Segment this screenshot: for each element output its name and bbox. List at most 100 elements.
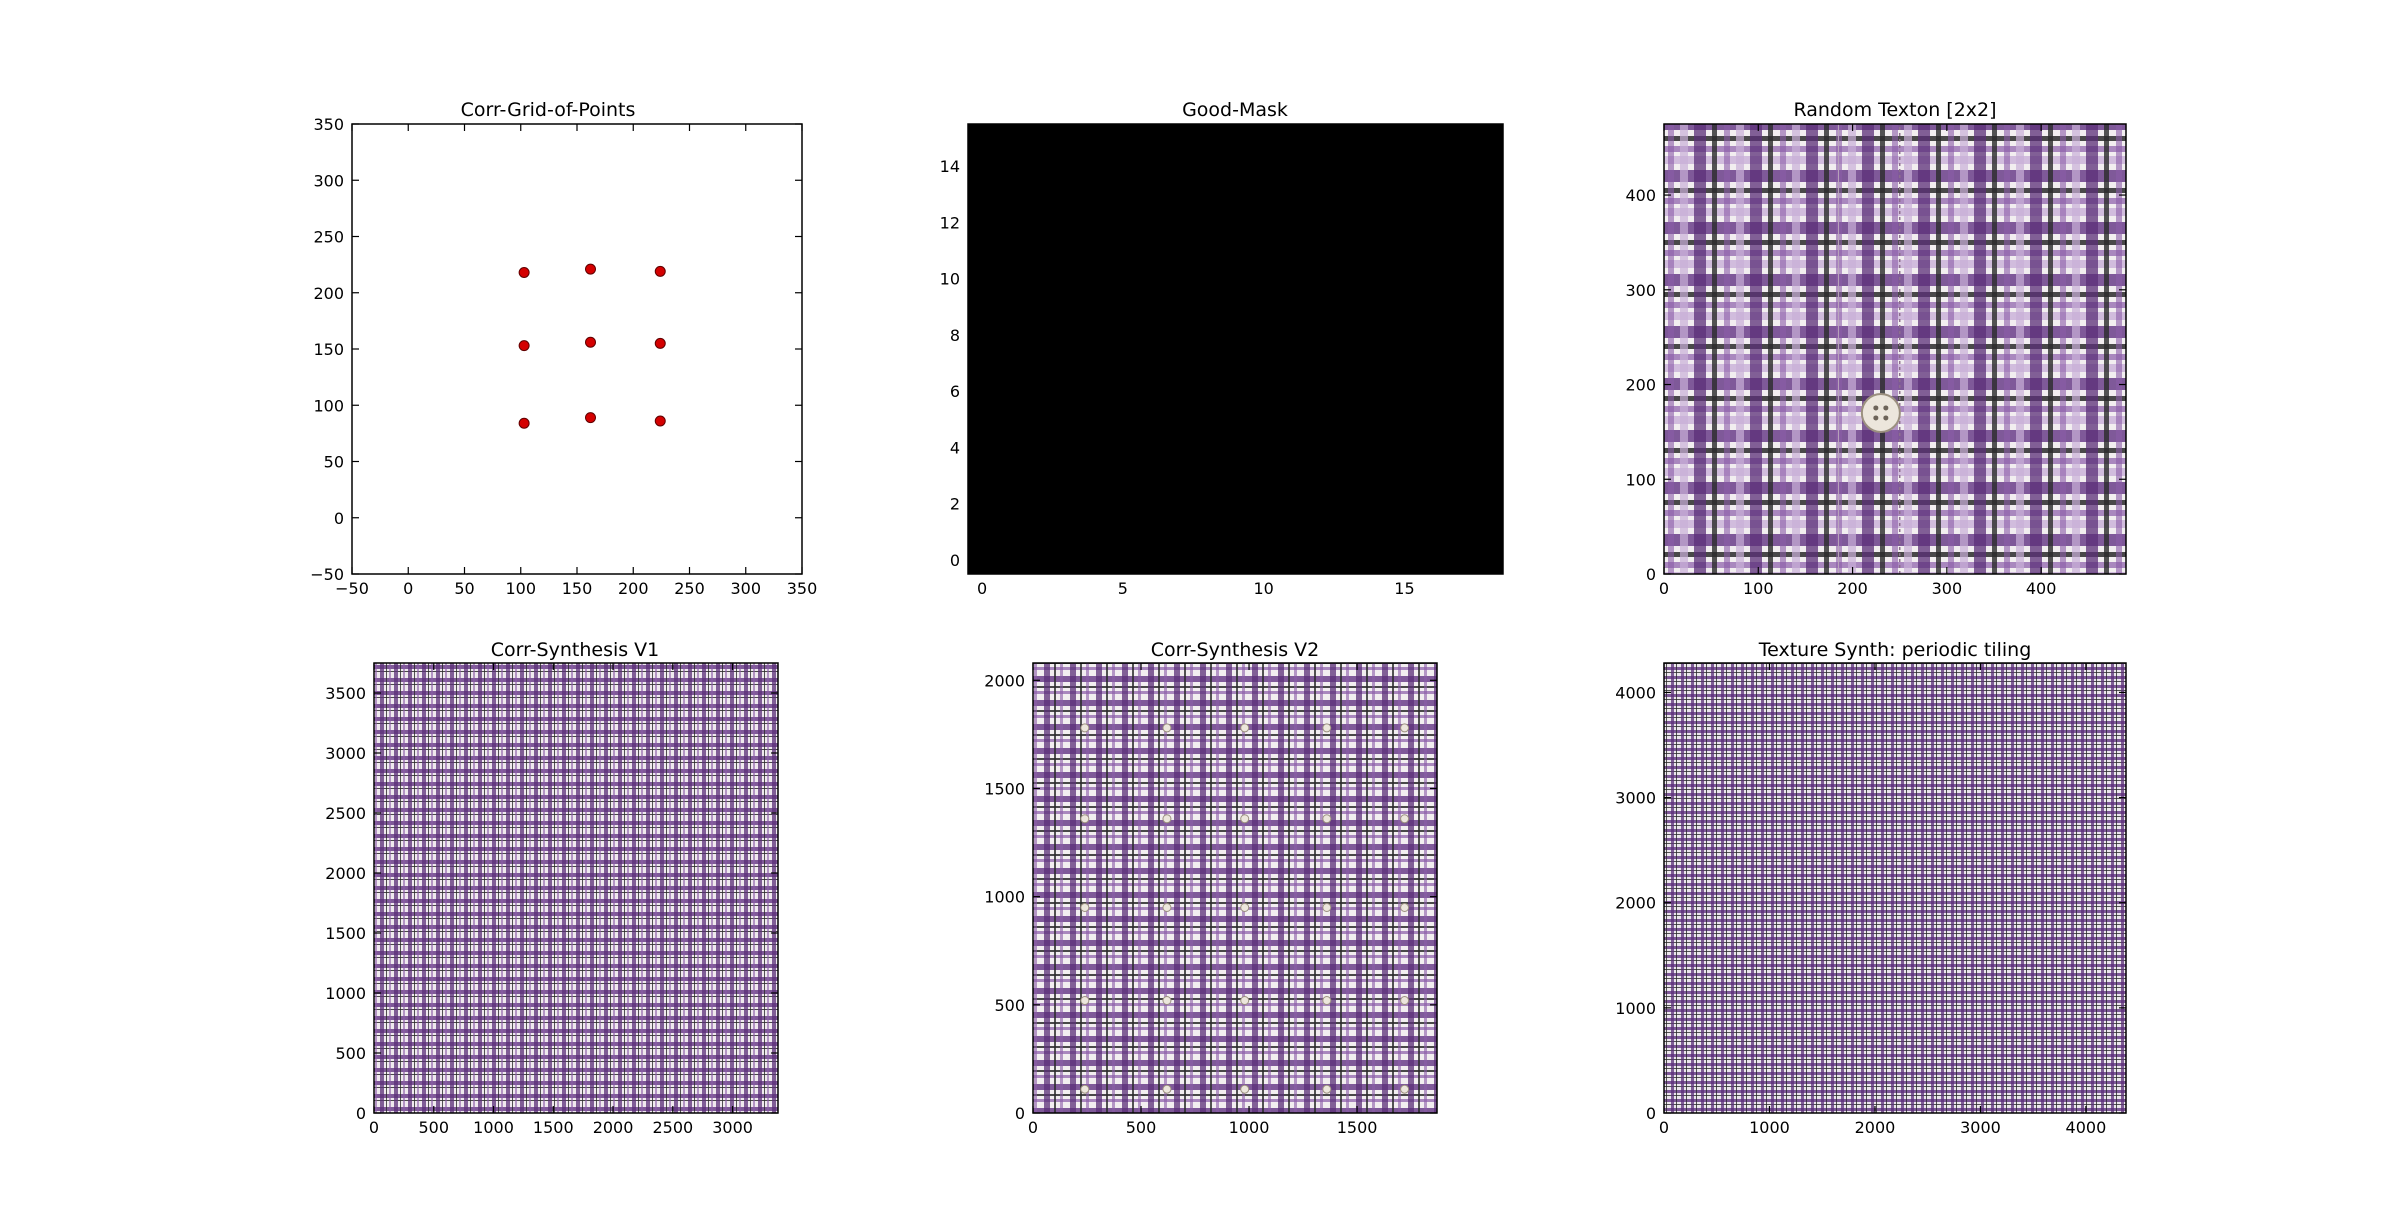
synth-v2-frame (1032, 662, 1438, 1114)
good-mask-frame (967, 123, 1504, 575)
grid-point (654, 265, 666, 277)
synth-v1-ticks: 0 500 1000 1500 2000 2500 3000 0 500 1000 1500 2000… (325, 663, 778, 1137)
button-hole (1883, 415, 1889, 421)
y-tick-label: 500 (335, 1044, 366, 1063)
y-tick-label: 3500 (325, 684, 366, 703)
x-tick-label: 50 (454, 579, 474, 598)
grid-point (585, 336, 596, 348)
good-mask-ticks: 0 5 10 15 0 2 4 6 8 10 12 14 (940, 124, 1503, 598)
random-texton-title: Random Texton [2x2] (1793, 99, 1996, 121)
grid-point (654, 415, 666, 427)
tiled-button (1162, 723, 1172, 733)
x-tick-label: 3000 (712, 1118, 753, 1137)
grid-point (518, 267, 530, 278)
synth-v1-image (374, 663, 778, 1113)
button-hole (1873, 405, 1879, 411)
tiled-button (1400, 1084, 1410, 1094)
grid-point (585, 263, 596, 275)
corr-grid-ticks: −50 0 50 100 150 200 250 300 350 −50 0 50 100 150 200 2… (310, 115, 817, 598)
tiled-button (1080, 723, 1090, 733)
synth-v2-axes: Corr-Synthesis V2 0 500 1000 1500 0 500 1000 15… (984, 639, 1438, 1137)
x-tick-label: 3000 (1960, 1118, 2001, 1137)
y-tick-label: 0 (1646, 1104, 1656, 1123)
tiled-button (1322, 1084, 1332, 1094)
tiled-button (1080, 814, 1090, 824)
tiled-button (1322, 996, 1332, 1005)
y-tick-label: 3000 (1615, 789, 1656, 808)
y-tick-label: 0 (356, 1104, 366, 1123)
synth-v1-axes: Corr-Synthesis V1 0 500 1000 1500 2000 2500 30… (325, 639, 779, 1137)
tiled-button (1240, 723, 1250, 733)
x-tick-label: 0 (1659, 579, 1669, 598)
y-tick-label: 1000 (1615, 999, 1656, 1018)
tiling-ticks: 0 1000 2000 3000 4000 0 1000 2000 3000 4000 (1615, 663, 2126, 1137)
y-tick-label: 4000 (1615, 683, 1656, 702)
x-tick-label: 0 (977, 579, 987, 598)
x-tick-label: 0 (369, 1118, 379, 1137)
y-tick-label: 14 (940, 157, 960, 176)
x-tick-label: 2500 (652, 1118, 693, 1137)
y-tick-label: 1500 (984, 779, 1025, 798)
shirt-button (1860, 392, 1901, 433)
tiled-button (1322, 814, 1332, 824)
random-texton-ticks: 0 100 200 300 400 0 100 200 300 400 (1625, 124, 2126, 598)
x-tick-label: 0 (403, 579, 413, 598)
y-tick-label: 4 (950, 438, 960, 457)
x-tick-label: 500 (1126, 1118, 1157, 1137)
mask-background (968, 124, 1503, 574)
texton-image (1664, 124, 2126, 574)
y-tick-label: 300 (313, 171, 344, 190)
x-tick-label: 15 (1394, 579, 1414, 598)
x-tick-label: 1000 (1229, 1118, 1270, 1137)
tiled-button (1400, 902, 1410, 912)
tiled-button (1162, 814, 1172, 824)
synth-v2-image (1033, 663, 1437, 1113)
x-tick-label: 1500 (1337, 1118, 1378, 1137)
grid-point (585, 412, 596, 424)
x-tick-label: 200 (618, 579, 649, 598)
random-texton-marks (1837, 124, 1901, 574)
y-tick-label: 500 (994, 996, 1025, 1015)
x-tick-label: 250 (674, 579, 705, 598)
y-tick-label: 6 (950, 382, 960, 401)
x-tick-label: 0 (1659, 1118, 1669, 1137)
y-tick-label: 200 (1625, 376, 1656, 395)
tiled-button (1162, 996, 1172, 1005)
grid-point (518, 417, 530, 429)
x-tick-label: 4000 (2066, 1118, 2107, 1137)
y-tick-label: 0 (334, 509, 344, 528)
tiled-button (1080, 1084, 1090, 1094)
tiled-button (1240, 1084, 1250, 1094)
synth-v2-buttons (1080, 723, 1410, 1094)
y-tick-label: 1000 (325, 984, 366, 1003)
y-tick-label: 2000 (1615, 894, 1656, 913)
y-tick-label: 3000 (325, 744, 366, 763)
tiling-title: Texture Synth: periodic tiling (1758, 639, 2032, 661)
y-tick-label: 150 (313, 340, 344, 359)
button-hole (1883, 405, 1889, 411)
random-texton-frame (1663, 123, 2127, 575)
random-texton-axes: Random Texton [2x2] 0 100 200 300 400 0 100 200… (1625, 99, 2127, 598)
x-tick-label: 100 (505, 579, 536, 598)
x-tick-label: 1500 (533, 1118, 574, 1137)
y-tick-label: 0 (950, 551, 960, 570)
tiled-button (1080, 996, 1090, 1005)
tiling-axes: Texture Synth: periodic tiling 0 1000 2000… (1615, 639, 2127, 1137)
x-tick-label: 500 (418, 1118, 449, 1137)
tiling-frame (1663, 662, 2127, 1114)
x-tick-label: 100 (1743, 579, 1774, 598)
y-tick-label: 400 (1625, 186, 1656, 205)
tiled-button (1162, 1084, 1172, 1094)
tiling-image (1664, 663, 2126, 1113)
y-tick-label: 10 (940, 270, 960, 289)
y-tick-label: 250 (313, 228, 344, 247)
y-tick-label: 1500 (325, 924, 366, 943)
button-hole (1873, 415, 1879, 421)
x-tick-label: −50 (335, 579, 369, 598)
good-mask-axes: Good-Mask 0 5 10 15 0 2 4 6 8 10 12 14 (940, 99, 1504, 598)
x-tick-label: 1000 (473, 1118, 514, 1137)
y-tick-label: 1000 (984, 888, 1025, 907)
corr-grid-axes: Corr-Grid-of-Points −50 0 50 100 150 200 250 30… (310, 99, 817, 598)
tiled-button (1240, 814, 1250, 824)
